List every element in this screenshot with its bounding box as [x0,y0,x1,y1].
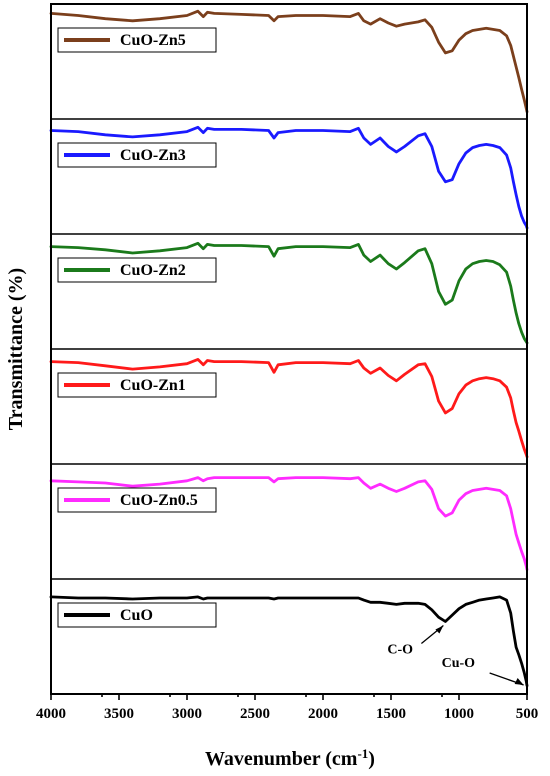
annotation-c-o: C-O [387,643,413,658]
x-axis-title-superscript: -1 [357,746,368,761]
legend-label-cuo-zn5: CuO-Zn5 [120,32,186,49]
x-tick-label: 3500 [104,706,134,722]
x-tick-label: 1500 [376,706,406,722]
plot-frame [50,3,528,695]
annotation-cu-o: Cu-O [442,656,476,671]
x-tick-label: 2000 [308,706,338,722]
spectrum-line-cuo-zn3 [49,125,529,230]
legend-box-cuo-zn2 [57,257,217,283]
legend-label-cuo-zn2: CuO-Zn2 [120,262,186,279]
x-tick-label: 500 [516,706,539,722]
spectrum-line-cuo-zn2 [49,241,529,345]
x-tick-label: 2500 [240,706,270,722]
legend-label-cuo-zn1: CuO-Zn1 [120,377,186,394]
legend-label-cuo: CuO [120,607,153,624]
x-tick-label: 1000 [444,706,474,722]
spectrum-line-cuo-zn1 [49,357,529,459]
annotation-c-o-arrowhead [435,625,444,634]
spectrum-line-cuo-zn5 [49,9,529,114]
spectrum-line-cuo-zn0-5 [49,476,529,571]
x-axis-ticks: 4000 3500 3000 2500 2000 1500 1000 500 [36,694,538,722]
x-axis-title-main: Wavenumber (cm [205,748,358,770]
legend-label-cuo-zn0-5: CuO-Zn0.5 [120,492,198,509]
y-axis-title: Transmittance (%) [5,268,27,430]
annotation-cu-o-arrowhead [514,678,524,686]
peak-annotations: C-O Cu-O [387,625,524,686]
x-axis-title-close: ) [368,748,375,770]
spectra-panels: CuO-Zn5 CuO-Zn3 CuO-Zn2 CuO-Zn1 CuO-Zn0.5 CuO [49,9,529,688]
spectrum-line-cuo [49,595,529,688]
x-tick-label: 4000 [36,706,66,722]
legend-label-cuo-zn3: CuO-Zn3 [120,147,186,164]
x-tick-label: 3000 [172,706,202,722]
x-axis-title: Wavenumber (cm-1) [205,746,375,771]
